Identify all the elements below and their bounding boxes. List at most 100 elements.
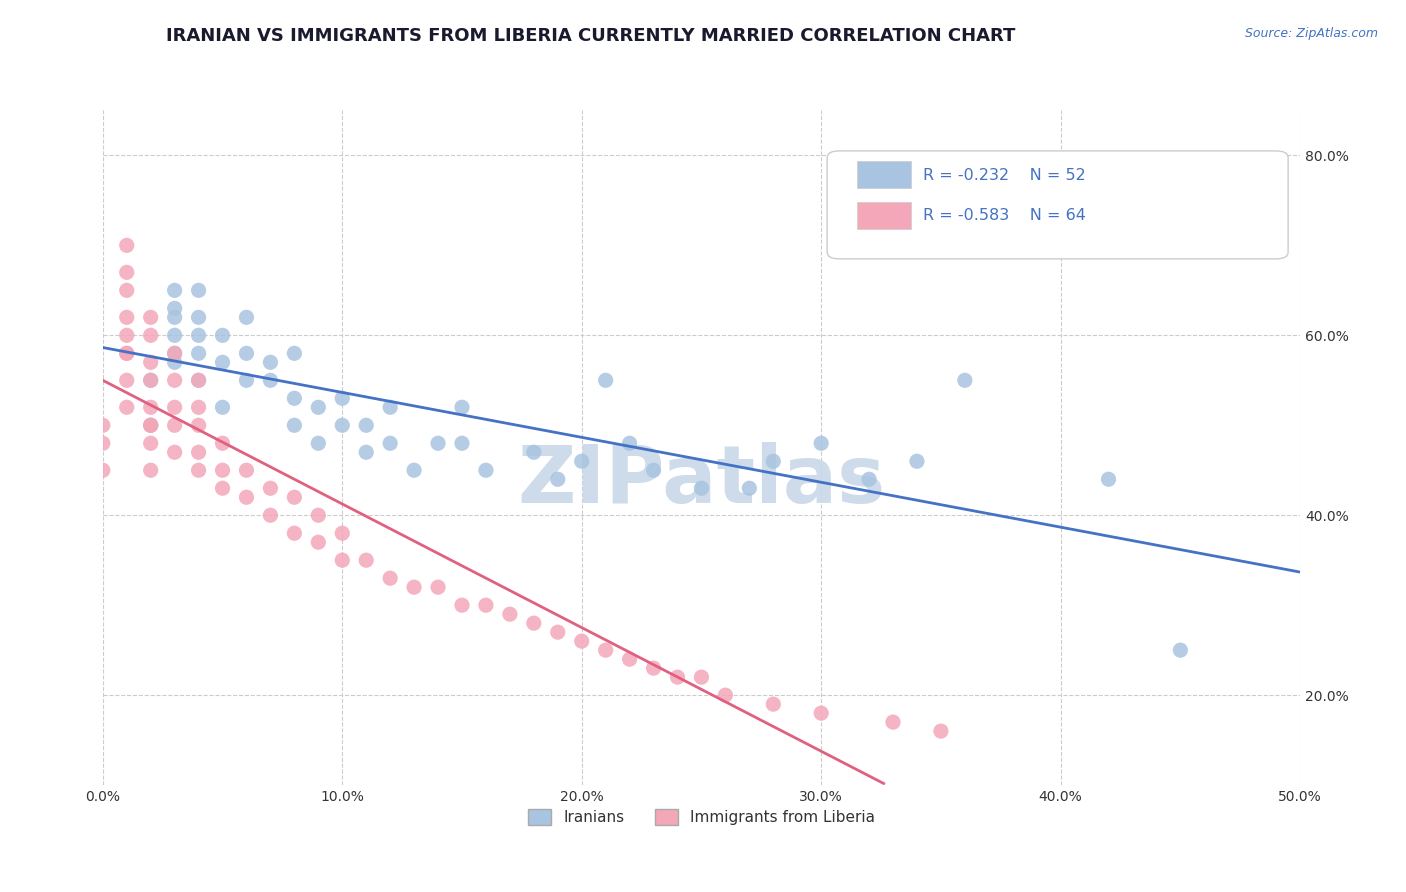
Bar xyxy=(858,202,911,228)
Point xyxy=(139,328,162,343)
Point xyxy=(451,401,474,415)
Point xyxy=(163,284,186,298)
Point xyxy=(187,284,209,298)
Point xyxy=(427,580,450,594)
Text: IRANIAN VS IMMIGRANTS FROM LIBERIA CURRENTLY MARRIED CORRELATION CHART: IRANIAN VS IMMIGRANTS FROM LIBERIA CURRE… xyxy=(166,27,1015,45)
Point xyxy=(211,328,233,343)
Point xyxy=(91,436,114,450)
Point xyxy=(619,436,641,450)
Point xyxy=(475,463,498,477)
Point xyxy=(378,571,401,585)
Point xyxy=(330,526,353,541)
Point xyxy=(187,346,209,360)
Bar xyxy=(858,161,911,188)
Point xyxy=(235,310,257,325)
Point xyxy=(115,310,138,325)
Point xyxy=(547,625,569,640)
Point xyxy=(187,310,209,325)
Point xyxy=(929,724,952,739)
Point xyxy=(235,490,257,504)
Point xyxy=(187,401,209,415)
Point xyxy=(354,445,377,459)
Text: Source: ZipAtlas.com: Source: ZipAtlas.com xyxy=(1244,27,1378,40)
Point xyxy=(163,445,186,459)
Point xyxy=(235,346,257,360)
Point xyxy=(187,445,209,459)
Point xyxy=(307,436,329,450)
Point xyxy=(139,418,162,433)
Point xyxy=(211,481,233,495)
Point xyxy=(1097,472,1119,486)
Point xyxy=(905,454,928,468)
Point xyxy=(404,580,426,594)
Point xyxy=(139,463,162,477)
Point xyxy=(499,607,522,622)
Point xyxy=(283,392,305,406)
Point xyxy=(139,310,162,325)
Point xyxy=(163,346,186,360)
Point xyxy=(115,328,138,343)
Point xyxy=(882,715,904,730)
Point xyxy=(810,706,832,720)
Point xyxy=(1170,643,1192,657)
Text: R = -0.232    N = 52: R = -0.232 N = 52 xyxy=(922,168,1085,183)
Point xyxy=(211,401,233,415)
Point xyxy=(307,535,329,549)
Point xyxy=(427,436,450,450)
Point xyxy=(163,328,186,343)
Point xyxy=(163,310,186,325)
Point xyxy=(211,463,233,477)
Point xyxy=(115,346,138,360)
Point xyxy=(115,238,138,252)
Point xyxy=(523,445,546,459)
Point xyxy=(115,346,138,360)
Point xyxy=(139,373,162,387)
Point xyxy=(643,463,665,477)
Point xyxy=(139,418,162,433)
Point xyxy=(283,526,305,541)
Point xyxy=(858,472,880,486)
Point xyxy=(690,481,713,495)
Point xyxy=(619,652,641,666)
Point xyxy=(595,643,617,657)
Point xyxy=(762,697,785,711)
Point xyxy=(810,436,832,450)
Point xyxy=(115,401,138,415)
Point xyxy=(235,463,257,477)
Point xyxy=(211,436,233,450)
Point xyxy=(139,373,162,387)
Point xyxy=(330,392,353,406)
Point xyxy=(378,401,401,415)
Point xyxy=(187,373,209,387)
Point xyxy=(643,661,665,675)
Point xyxy=(666,670,689,684)
Text: ZIPatlas: ZIPatlas xyxy=(517,442,886,521)
Point xyxy=(354,553,377,567)
Point xyxy=(163,418,186,433)
Point xyxy=(187,463,209,477)
Point xyxy=(451,598,474,612)
Point xyxy=(163,355,186,369)
Legend: Iranians, Immigrants from Liberia: Iranians, Immigrants from Liberia xyxy=(522,803,882,831)
Point xyxy=(690,670,713,684)
Point xyxy=(91,463,114,477)
Point xyxy=(91,418,114,433)
Point xyxy=(475,598,498,612)
Point xyxy=(163,373,186,387)
Point xyxy=(307,508,329,523)
Point xyxy=(283,418,305,433)
Point xyxy=(378,436,401,450)
Point xyxy=(307,401,329,415)
Point xyxy=(738,481,761,495)
Point xyxy=(330,418,353,433)
Point xyxy=(283,490,305,504)
Point xyxy=(235,373,257,387)
Point xyxy=(163,346,186,360)
Point xyxy=(139,436,162,450)
Point xyxy=(163,401,186,415)
Point xyxy=(451,436,474,450)
Point xyxy=(523,616,546,631)
Point xyxy=(115,373,138,387)
Point xyxy=(187,328,209,343)
Point xyxy=(762,454,785,468)
